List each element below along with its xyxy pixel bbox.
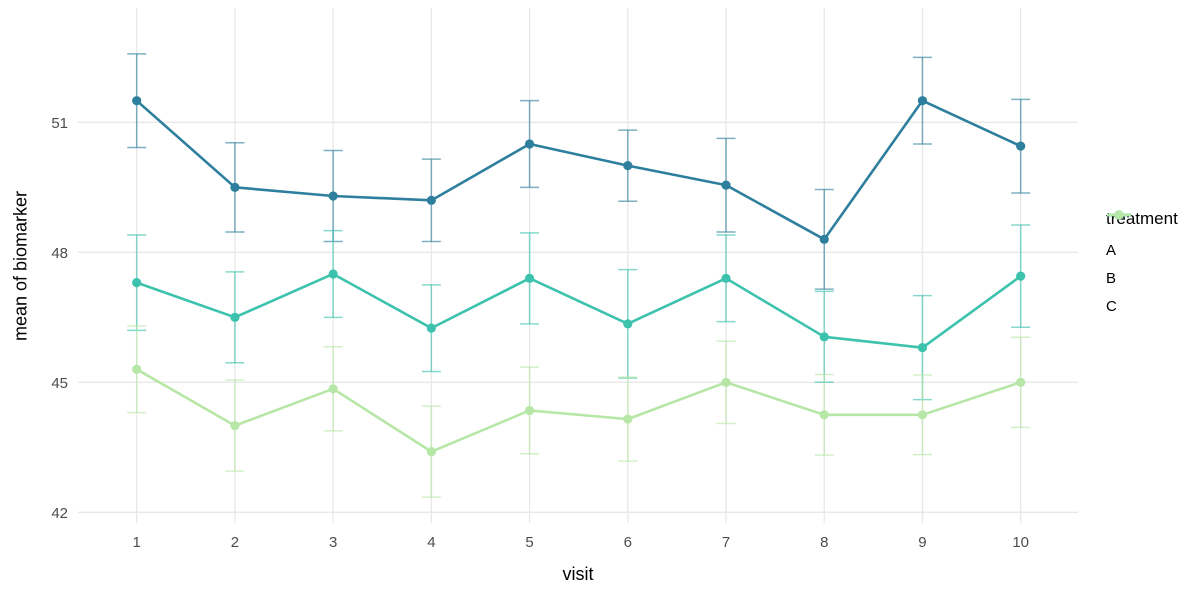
errorbar-C-visit4 bbox=[421, 405, 441, 498]
errorbar-B-visit2 bbox=[225, 271, 245, 364]
series-A-line bbox=[135, 99, 1022, 241]
x-tick-label-6: 6 bbox=[624, 534, 632, 551]
errorbar-A-visit4 bbox=[421, 158, 441, 243]
errorbar-C-visit9 bbox=[912, 374, 932, 456]
series-B bbox=[132, 269, 1026, 353]
errorbar-A-visit10 bbox=[1011, 98, 1031, 194]
series-B-line bbox=[136, 272, 1022, 349]
errorbar-A-visit8 bbox=[814, 188, 834, 290]
legend-label: A bbox=[1106, 241, 1117, 259]
x-tick-label-2: 2 bbox=[231, 534, 239, 551]
errorbar-A-visit6 bbox=[618, 129, 638, 202]
y-tick-label-45: 45 bbox=[51, 375, 68, 392]
series-C bbox=[132, 364, 1026, 457]
errorbar-B-visit7 bbox=[716, 234, 736, 323]
errorbar-A-visit1 bbox=[127, 53, 147, 149]
errorbar-C-visit2 bbox=[225, 379, 245, 472]
errorbar-B-visit1 bbox=[127, 234, 147, 332]
x-tick-label-4: 4 bbox=[427, 534, 435, 551]
legend-item-A: A bbox=[1106, 210, 1178, 264]
errorbar-B-visit5 bbox=[520, 232, 540, 325]
x-axis-title: visit bbox=[562, 564, 594, 584]
legend-item-C: C bbox=[1106, 210, 1178, 320]
errorbar-C-visit1 bbox=[127, 325, 147, 414]
y-tick-label-51: 51 bbox=[51, 115, 68, 132]
errorbars-B bbox=[127, 224, 1031, 401]
y-axis-title: mean of biomarker bbox=[10, 190, 31, 342]
x-tick-label-10: 10 bbox=[1012, 534, 1029, 551]
y-tick-label-42: 42 bbox=[51, 505, 68, 522]
legend-item-B: B bbox=[1106, 210, 1178, 292]
errorbar-A-visit2 bbox=[225, 141, 245, 233]
errorbar-B-visit10 bbox=[1011, 224, 1031, 329]
errorbar-C-visit10 bbox=[1011, 336, 1031, 429]
x-tick-label-8: 8 bbox=[820, 534, 828, 551]
errorbars-C bbox=[127, 325, 1031, 498]
series-C-line bbox=[136, 368, 1022, 453]
errorbar-C-visit6 bbox=[618, 376, 638, 462]
errorbar-C-visit5 bbox=[520, 366, 540, 455]
errorbar-C-visit7 bbox=[716, 340, 736, 425]
errorbar-B-visit4 bbox=[421, 284, 441, 373]
y-tick-label-48: 48 bbox=[51, 245, 68, 262]
errorbar-B-visit3 bbox=[323, 229, 343, 319]
x-tick-label-1: 1 bbox=[133, 534, 141, 551]
errorbar-C-visit3 bbox=[323, 346, 343, 432]
series-A bbox=[132, 96, 1026, 244]
errorbar-B-visit6 bbox=[618, 268, 638, 379]
errorbar-A-visit7 bbox=[716, 137, 736, 233]
legend-label: C bbox=[1106, 297, 1117, 315]
x-tick-label-9: 9 bbox=[918, 534, 926, 551]
errorbar-C-visit8 bbox=[814, 373, 834, 456]
errorbar-A-visit9 bbox=[912, 56, 932, 145]
errorbars-A bbox=[127, 53, 1031, 290]
x-tick-label-5: 5 bbox=[525, 534, 533, 551]
x-tick-label-3: 3 bbox=[329, 534, 337, 551]
errorbar-A-visit5 bbox=[520, 99, 540, 189]
x-tick-label-7: 7 bbox=[722, 534, 730, 551]
legend-label: B bbox=[1106, 269, 1117, 287]
legend-key-C-icon bbox=[1107, 210, 1131, 220]
